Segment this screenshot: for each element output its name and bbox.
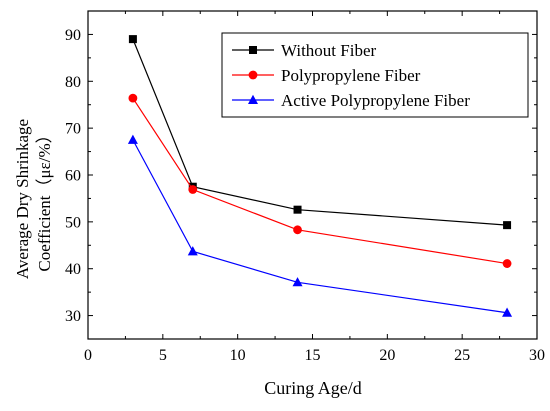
y-tick-label: 40 xyxy=(65,261,81,278)
y-axis: 30 40 50 60 70 80 90 xyxy=(65,10,537,340)
data-point-active-polypropylene-fiber xyxy=(127,134,138,144)
data-point-without-fiber xyxy=(128,35,137,44)
data-point-active-polypropylene-fiber xyxy=(292,277,303,287)
series-line-active-polypropylene-fiber xyxy=(132,139,508,314)
legend-label-without-fiber: Without Fiber xyxy=(281,41,377,60)
x-tick-label: 0 xyxy=(84,347,92,364)
x-axis-label: Curing Age/d xyxy=(264,378,362,398)
data-point-without-fiber xyxy=(293,205,302,214)
data-point-polypropylene-fiber xyxy=(128,93,138,103)
data-point-polypropylene-fiber xyxy=(293,225,302,235)
legend-marker-without-fiber xyxy=(249,46,257,54)
data-point-polypropylene-fiber xyxy=(502,259,512,268)
legend: Without Fiber Polypropylene Fiber Active P… xyxy=(221,32,529,118)
legend-label-active-polypropylene-fiber: Active Polypropylene Fiber xyxy=(281,91,470,110)
y-tick-label: 30 xyxy=(65,308,81,325)
y-tick-label: 80 xyxy=(65,74,81,91)
series-polypropylene-fiber xyxy=(128,93,512,268)
x-tick-label: 30 xyxy=(529,347,545,364)
x-tick-label: 15 xyxy=(305,347,321,364)
y-tick-label: 50 xyxy=(65,214,81,231)
legend-marker-active-polypropylene-fiber xyxy=(248,94,258,104)
x-tick-label: 5 xyxy=(159,347,167,364)
x-axis: 0 5 10 15 20 25 30 xyxy=(84,11,545,364)
data-point-active-polypropylene-fiber xyxy=(187,246,198,256)
series-line-without-fiber xyxy=(132,38,508,226)
series-line-polypropylene-fiber xyxy=(132,97,508,265)
y-axis-label-line-1: Average Dry Shrinkage xyxy=(13,119,32,279)
x-tick-label: 25 xyxy=(454,347,470,364)
data-point-without-fiber xyxy=(503,221,512,230)
y-tick-label: 60 xyxy=(65,168,81,185)
x-tick-label: 20 xyxy=(379,347,395,364)
y-tick-label: 90 xyxy=(65,27,81,44)
y-axis-label: Average Dry Shrinkage Coefficient（με/%） xyxy=(13,119,54,279)
data-point-active-polypropylene-fiber xyxy=(502,307,513,317)
y-tick-label: 70 xyxy=(65,121,81,138)
series-layer xyxy=(127,35,513,317)
legend-marker-polypropylene-fiber xyxy=(248,70,258,80)
series-active-polypropylene-fiber xyxy=(127,134,513,317)
x-tick-label: 10 xyxy=(230,347,246,364)
y-axis-label-line-2: Coefficient（με/%） xyxy=(35,126,54,271)
legend-label-polypropylene-fiber: Polypropylene Fiber xyxy=(281,66,421,85)
data-point-polypropylene-fiber xyxy=(188,185,198,194)
